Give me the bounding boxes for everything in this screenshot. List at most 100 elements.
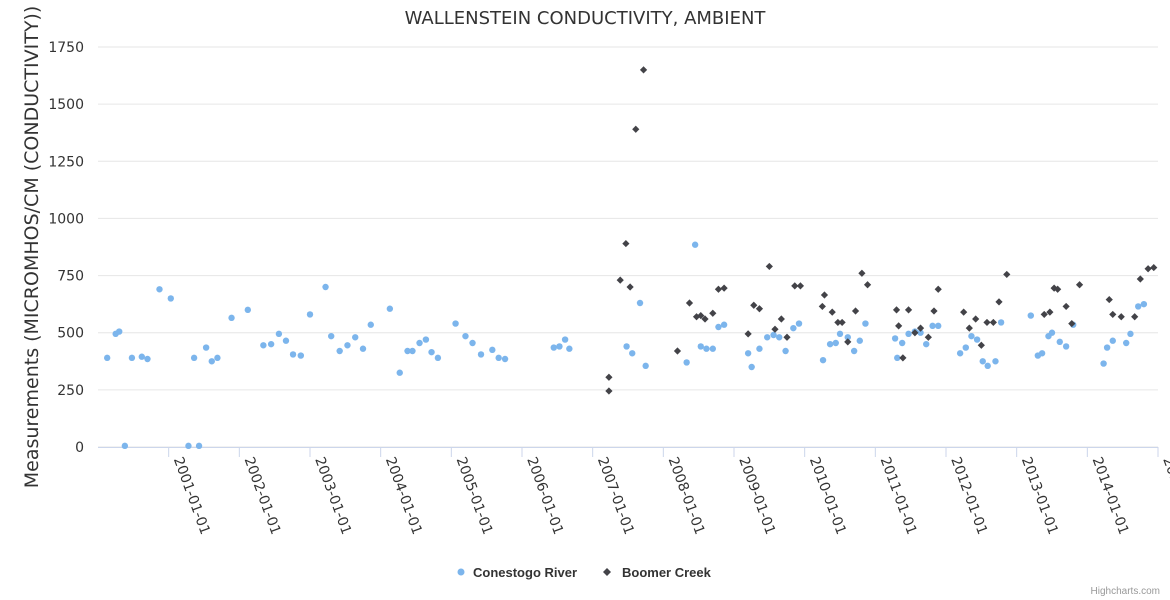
data-point[interactable] [795, 320, 803, 327]
data-point[interactable] [1062, 343, 1070, 350]
data-point[interactable] [501, 355, 509, 363]
data-point[interactable] [685, 299, 694, 307]
data-point[interactable] [828, 308, 836, 316]
data-point[interactable] [844, 334, 851, 341]
data-point[interactable] [103, 354, 111, 362]
data-point[interactable] [783, 333, 791, 341]
data-point[interactable] [244, 306, 252, 314]
data-point[interactable] [1123, 339, 1130, 347]
data-point[interactable] [622, 239, 630, 248]
data-point[interactable] [777, 315, 785, 323]
data-point[interactable] [750, 301, 758, 309]
data-point[interactable] [977, 341, 985, 349]
data-point[interactable] [744, 330, 752, 338]
data-point[interactable] [1109, 337, 1116, 344]
data-point[interactable] [929, 322, 936, 330]
data-point[interactable] [260, 342, 267, 349]
data-point[interactable] [905, 330, 912, 338]
data-point[interactable] [469, 339, 476, 347]
data-point[interactable] [844, 338, 852, 346]
data-point[interactable] [1056, 338, 1063, 346]
data-point[interactable] [983, 318, 991, 327]
data-point[interactable] [1105, 295, 1113, 304]
data-point[interactable] [138, 353, 146, 360]
data-point[interactable] [489, 346, 496, 354]
data-point[interactable] [632, 125, 640, 133]
data-point[interactable] [1048, 329, 1056, 336]
data-point[interactable] [556, 343, 563, 350]
data-point[interactable] [1127, 330, 1134, 338]
data-point[interactable] [972, 315, 980, 323]
data-point[interactable] [396, 369, 403, 376]
data-point[interactable] [322, 283, 329, 291]
data-point[interactable] [709, 345, 716, 352]
data-point[interactable] [452, 320, 459, 327]
data-point[interactable] [973, 336, 981, 343]
data-point[interactable] [904, 306, 913, 314]
data-point[interactable] [770, 331, 777, 339]
data-point[interactable] [962, 344, 969, 351]
data-point[interactable] [1140, 300, 1148, 308]
data-point[interactable] [422, 336, 430, 343]
data-point[interactable] [968, 332, 975, 340]
data-point[interactable] [989, 318, 997, 327]
data-point[interactable] [894, 354, 901, 362]
data-point[interactable] [228, 314, 235, 322]
data-point[interactable] [776, 334, 783, 341]
data-point[interactable] [1075, 281, 1084, 289]
data-point[interactable] [863, 281, 872, 289]
data-point[interactable] [306, 311, 314, 318]
data-point[interactable] [935, 322, 942, 330]
data-point[interactable] [832, 339, 839, 347]
data-point[interactable] [744, 350, 752, 357]
data-point[interactable] [1027, 312, 1035, 319]
data-point[interactable] [1144, 265, 1152, 273]
data-point[interactable] [336, 347, 343, 355]
data-point[interactable] [605, 387, 613, 395]
data-point[interactable] [367, 321, 374, 328]
data-point[interactable] [328, 332, 335, 340]
data-point[interactable] [709, 309, 717, 317]
data-point[interactable] [636, 299, 644, 307]
data-point[interactable] [916, 324, 925, 332]
data-point[interactable] [850, 347, 858, 355]
data-point[interactable] [190, 354, 198, 362]
data-point[interactable] [616, 276, 624, 284]
data-point[interactable] [791, 282, 799, 290]
data-point[interactable] [1117, 313, 1125, 321]
data-point[interactable] [116, 328, 123, 335]
data-point[interactable] [956, 350, 964, 357]
data-point[interactable] [561, 336, 569, 343]
data-point[interactable] [892, 306, 901, 314]
data-point[interactable] [979, 358, 986, 365]
data-point[interactable] [965, 324, 973, 332]
data-point[interactable] [626, 283, 634, 291]
data-point[interactable] [144, 355, 151, 363]
data-point[interactable] [416, 339, 423, 347]
data-point[interactable] [673, 347, 682, 355]
data-point[interactable] [923, 340, 930, 348]
data-point[interactable] [820, 291, 829, 299]
data-point[interactable] [924, 333, 932, 341]
data-point[interactable] [720, 321, 728, 328]
data-point[interactable] [765, 262, 773, 271]
data-point[interactable] [720, 284, 728, 292]
data-point[interactable] [1135, 303, 1142, 310]
data-point[interactable] [121, 442, 129, 450]
data-point[interactable] [156, 286, 163, 293]
data-point[interactable] [642, 362, 649, 370]
data-point[interactable] [167, 295, 174, 302]
data-point[interactable] [911, 329, 919, 337]
data-point[interactable] [359, 345, 367, 352]
data-point[interactable] [818, 302, 826, 311]
data-point[interactable] [1103, 344, 1111, 351]
data-point[interactable] [289, 351, 297, 358]
data-point[interactable] [836, 330, 844, 338]
data-point[interactable] [1131, 313, 1139, 321]
data-point[interactable] [639, 66, 648, 74]
data-point[interactable] [703, 345, 710, 352]
data-point[interactable] [748, 363, 755, 371]
data-point[interactable] [771, 325, 779, 333]
data-point[interactable] [629, 350, 636, 357]
data-point[interactable] [1054, 285, 1062, 293]
